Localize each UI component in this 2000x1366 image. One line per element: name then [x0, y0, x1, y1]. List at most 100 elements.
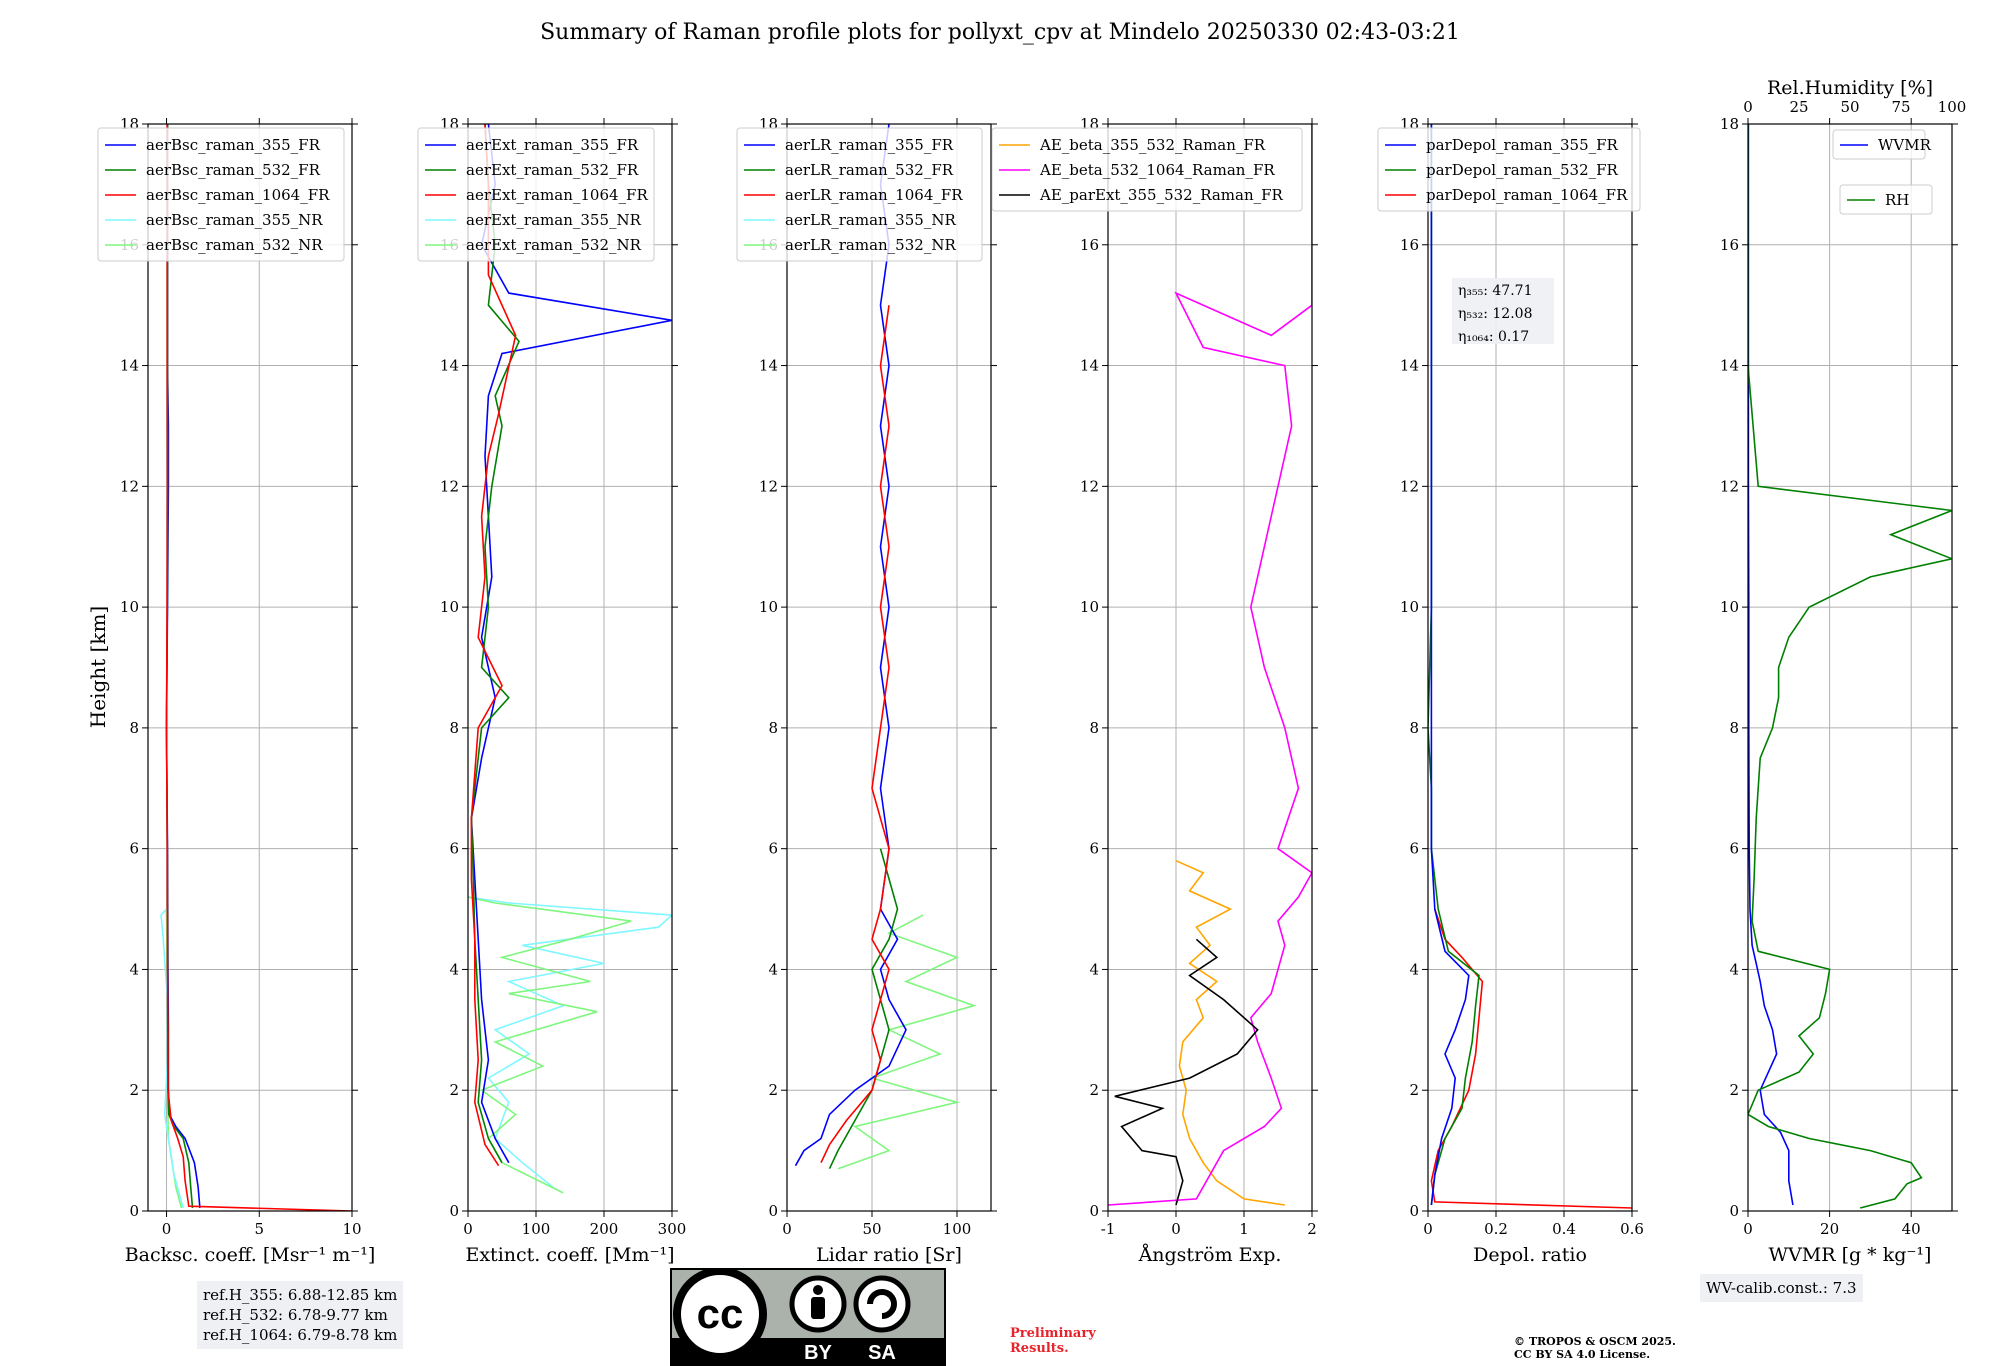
y-tick-label: 14 — [759, 357, 778, 375]
series-line-aerLR_raman_1064_FR — [820, 305, 890, 1164]
legend-box — [991, 127, 1303, 212]
y-tick-label: 8 — [768, 719, 778, 737]
y-tick-label: 0 — [449, 1202, 459, 1220]
legend-box — [1377, 127, 1641, 212]
y-tick-label: 6 — [129, 840, 139, 858]
legend-label: aerExt_raman_532_NR — [466, 236, 642, 254]
series-group — [468, 124, 672, 1194]
y-tick-label: 4 — [1089, 960, 1099, 978]
axes-frame — [1427, 123, 1633, 1212]
x-axis-label: WVMR [g * kg⁻¹] — [1769, 1244, 1932, 1266]
legend-label: aerBsc_raman_532_FR — [146, 161, 321, 179]
series-line-RH — [1748, 124, 1952, 1209]
copyright-line1: © TROPOS & OSCM 2025. — [1514, 1335, 1676, 1348]
y-tick-label: 16 — [1400, 236, 1419, 254]
x-axis-label: Ångström Exp. — [1138, 1244, 1282, 1266]
panel-wv: 0 20 40 0 2 4 6 8 10 12 14 16 18 WVMR [g * kg⁻¹] 0 25 50… — [1720, 77, 1966, 1266]
x-tick-label: 0.6 — [1620, 1220, 1644, 1238]
y-tick-label: 10 — [1720, 598, 1739, 616]
y-tick-label: 12 — [1080, 477, 1099, 495]
eta-annotation-box — [1452, 278, 1554, 344]
y-tick-label: 8 — [1729, 719, 1739, 737]
legend-label: aerBsc_raman_1064_FR — [146, 186, 330, 204]
legend-label: aerLR_raman_1064_FR — [785, 186, 963, 204]
series-line-AE_parExt_355_532_Raman_FR — [1114, 938, 1259, 1206]
x-tick-label: 300 — [658, 1220, 687, 1238]
legend-label: aerBsc_raman_532_NR — [146, 236, 323, 254]
legend-label: aerExt_raman_532_FR — [466, 161, 639, 179]
preliminary-line1: Preliminary — [1010, 1326, 1096, 1341]
y-tick-label: 2 — [129, 1081, 139, 1099]
y-tick-label: 10 — [1080, 598, 1099, 616]
x2-tick-label: 50 — [1840, 98, 1859, 116]
x-tick-label: 0 — [1171, 1220, 1181, 1238]
y-tick-label: 2 — [449, 1081, 459, 1099]
panel-ext: 0100200300024681012141618Extinct. coeff.… — [417, 115, 687, 1266]
y-tick-label: 0 — [768, 1202, 778, 1220]
x-tick-label: 50 — [862, 1220, 881, 1238]
series-line-aerBsc_raman_355_NR — [160, 908, 184, 1209]
x-tick-label: 1 — [1239, 1220, 1249, 1238]
ref-height-532: ref.H_532: 6.78-9.77 km — [203, 1306, 388, 1324]
figure-title: Summary of Raman profile plots for polly… — [540, 20, 1460, 45]
y-tick-label: 0 — [1089, 1202, 1099, 1220]
y-tick-label: 14 — [120, 357, 139, 375]
legend-label: aerLR_raman_532_NR — [785, 236, 956, 254]
y-tick-label: 10 — [759, 598, 778, 616]
series-group — [1748, 124, 1952, 1209]
series-group — [794, 124, 977, 1170]
y-tick-label: 6 — [1089, 840, 1099, 858]
y-tick-label: 8 — [1409, 719, 1419, 737]
legend-label: aerLR_raman_355_NR — [785, 211, 956, 229]
eta-annotation: η₅₃₂: 12.08 — [1458, 306, 1532, 322]
x2-tick-label: 100 — [1938, 98, 1967, 116]
copyright-line2: CC BY SA 4.0 License. — [1514, 1348, 1651, 1361]
y-tick-label: 14 — [1720, 357, 1739, 375]
series-line-AE_beta_532_1064_Raman_FR — [1108, 124, 1312, 1206]
y-tick-label: 16 — [1080, 236, 1099, 254]
y-tick-label: 2 — [1409, 1081, 1419, 1099]
series-line-parDepol_raman_355_FR — [1430, 124, 1470, 1206]
axes-frame — [1747, 123, 1953, 1212]
preliminary-note: Preliminary Results. — [1010, 1326, 1096, 1356]
legend-box — [97, 127, 345, 262]
series-line-aerExt_raman_1064_FR — [470, 124, 517, 1167]
y-tick-label: 12 — [759, 477, 778, 495]
x2-tick-label: 75 — [1891, 98, 1910, 116]
y-tick-label: 6 — [768, 840, 778, 858]
wv-calib-infobox: WV-calib.const.: 7.3 — [1700, 1274, 1863, 1302]
panel-bsc: 0510024681012141618Backsc. coeff. [Msr⁻¹… — [97, 115, 375, 1266]
legend-box — [736, 127, 983, 262]
x-tick-label: 200 — [590, 1220, 619, 1238]
y-tick-label: 16 — [1720, 236, 1739, 254]
axes-frame — [786, 123, 992, 1212]
legend-label: AE_beta_532_1064_Raman_FR — [1039, 161, 1275, 179]
ref-height-355: ref.H_355: 6.88-12.85 km — [203, 1286, 398, 1304]
panel-lr: 050100024681012141618Lidar ratio [Sr]aer… — [736, 115, 997, 1266]
x2-axis-label: Rel.Humidity [%] — [1767, 77, 1933, 99]
legend-label: AE_parExt_355_532_Raman_FR — [1039, 186, 1284, 204]
legend-box — [1832, 129, 1926, 160]
y-tick-label: 8 — [1089, 719, 1099, 737]
y-tick-label: 6 — [449, 840, 459, 858]
y-tick-label: 14 — [1080, 357, 1099, 375]
legend-label: parDepol_raman_1064_FR — [1426, 186, 1628, 204]
series-line-AE_beta_355_532_Raman_FR — [1175, 859, 1285, 1206]
axes-frame — [467, 123, 673, 1212]
y-tick-label: 4 — [768, 960, 778, 978]
by-label: BY — [804, 1342, 832, 1364]
sa-label: SA — [868, 1342, 896, 1364]
series-group — [1108, 124, 1312, 1206]
x-tick-label: 0 — [1423, 1220, 1433, 1238]
y-tick-label: 0 — [1409, 1202, 1419, 1220]
eta-annotation: η₁₀₆₄: 0.17 — [1458, 329, 1529, 345]
x-tick-label: 100 — [943, 1220, 972, 1238]
x-tick-label: 0 — [463, 1220, 473, 1238]
legend-label: parDepol_raman_532_FR — [1426, 161, 1619, 179]
series-line-aerExt_raman_355_FR — [470, 124, 672, 1164]
y-tick-label: 2 — [1729, 1081, 1739, 1099]
legend-label: aerExt_raman_355_FR — [466, 136, 639, 154]
